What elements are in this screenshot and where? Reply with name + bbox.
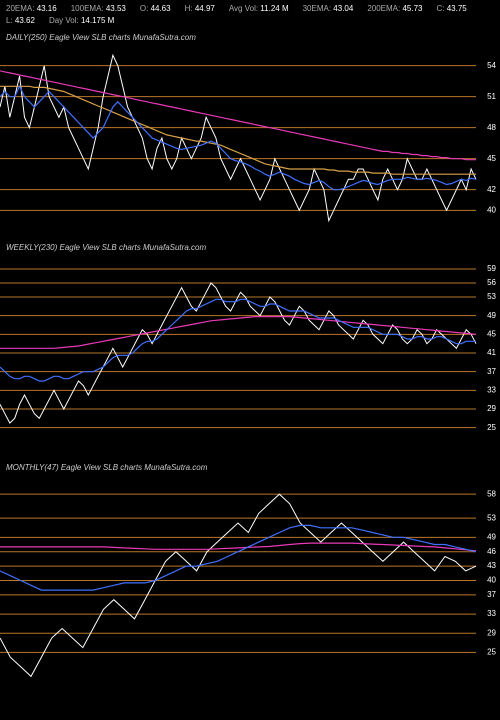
chart-svg: 40 42 45 48 51 54: [0, 31, 500, 241]
header-stat: L: 43.62: [6, 16, 35, 26]
stat-value: 43.62: [15, 16, 35, 25]
y-tick-label: 40: [487, 575, 496, 584]
header-stat: O: 44.63: [140, 4, 171, 14]
stat-label: 200EMA:: [367, 4, 402, 13]
y-tick-label: 33: [487, 609, 496, 618]
header-stat: Avg Vol: 11.24 M: [229, 4, 289, 14]
y-tick-label: 48: [487, 123, 496, 132]
panel-title: DAILY(250) Eagle View SLB charts MunafaS…: [6, 33, 196, 42]
y-tick-label: 45: [487, 329, 496, 338]
y-tick-label: 42: [487, 185, 496, 194]
y-tick-label: 37: [487, 590, 496, 599]
header-stat: C: 43.75: [437, 4, 467, 14]
header-stat: 20EMA: 43.16: [6, 4, 57, 14]
y-tick-label: 49: [487, 532, 496, 541]
y-tick-label: 29: [487, 628, 496, 637]
chart-svg: 25 29 33 37 41 45 49 53 56 59: [0, 241, 500, 461]
chart-panel: DAILY(250) Eagle View SLB charts MunafaS…: [0, 31, 500, 241]
y-tick-label: 49: [487, 311, 496, 320]
panel-title: WEEKLY(230) Eagle View SLB charts Munafa…: [6, 243, 206, 252]
stat-value: 43.75: [447, 4, 467, 13]
y-tick-label: 25: [487, 647, 496, 656]
stat-label: 30EMA:: [303, 4, 334, 13]
stat-value: 45.73: [402, 4, 422, 13]
header-stat: 30EMA: 43.04: [303, 4, 354, 14]
header-stat: 100EMA: 43.53: [71, 4, 126, 14]
y-tick-label: 46: [487, 547, 496, 556]
stat-label: 100EMA:: [71, 4, 106, 13]
y-tick-label: 41: [487, 348, 496, 357]
stat-value: 44.97: [195, 4, 215, 13]
stat-label: 20EMA:: [6, 4, 37, 13]
header-stat: 200EMA: 45.73: [367, 4, 422, 14]
y-tick-label: 25: [487, 423, 496, 432]
y-tick-label: 43: [487, 561, 496, 570]
stat-label: L:: [6, 16, 15, 25]
y-tick-label: 54: [487, 61, 496, 70]
stat-label: O:: [140, 4, 151, 13]
stat-value: 11.24 M: [260, 4, 288, 13]
y-tick-label: 58: [487, 489, 496, 498]
y-tick-label: 40: [487, 205, 496, 214]
y-tick-label: 53: [487, 513, 496, 522]
stat-label: Avg Vol:: [229, 4, 260, 13]
stat-label: Day Vol:: [49, 16, 81, 25]
chart-svg: 25 29 33 37 40 43 46 49 53 58: [0, 461, 500, 696]
stat-value: 43.53: [106, 4, 126, 13]
stat-value: 14.175 M: [81, 16, 114, 25]
y-tick-label: 45: [487, 154, 496, 163]
stat-value: 44.63: [151, 4, 171, 13]
chart-panel: MONTHLY(47) Eagle View SLB charts Munafa…: [0, 461, 500, 696]
stat-label: C:: [437, 4, 447, 13]
panel-title: MONTHLY(47) Eagle View SLB charts Munafa…: [6, 463, 207, 472]
y-tick-label: 29: [487, 404, 496, 413]
y-tick-label: 56: [487, 278, 496, 287]
header-stat: H: 44.97: [185, 4, 215, 14]
y-tick-label: 59: [487, 264, 496, 273]
header-stat: Day Vol: 14.175 M: [49, 16, 114, 26]
header: 20EMA: 43.16 100EMA: 43.53 O: 44.63 H: 44.9…: [0, 0, 500, 31]
stat-value: 43.16: [37, 4, 57, 13]
y-tick-label: 51: [487, 92, 496, 101]
stat-value: 43.04: [333, 4, 353, 13]
chart-panel: WEEKLY(230) Eagle View SLB charts Munafa…: [0, 241, 500, 461]
y-tick-label: 33: [487, 385, 496, 394]
chart-panels: DAILY(250) Eagle View SLB charts MunafaS…: [0, 31, 500, 696]
y-tick-label: 37: [487, 367, 496, 376]
stat-label: H:: [185, 4, 195, 13]
y-tick-label: 53: [487, 292, 496, 301]
